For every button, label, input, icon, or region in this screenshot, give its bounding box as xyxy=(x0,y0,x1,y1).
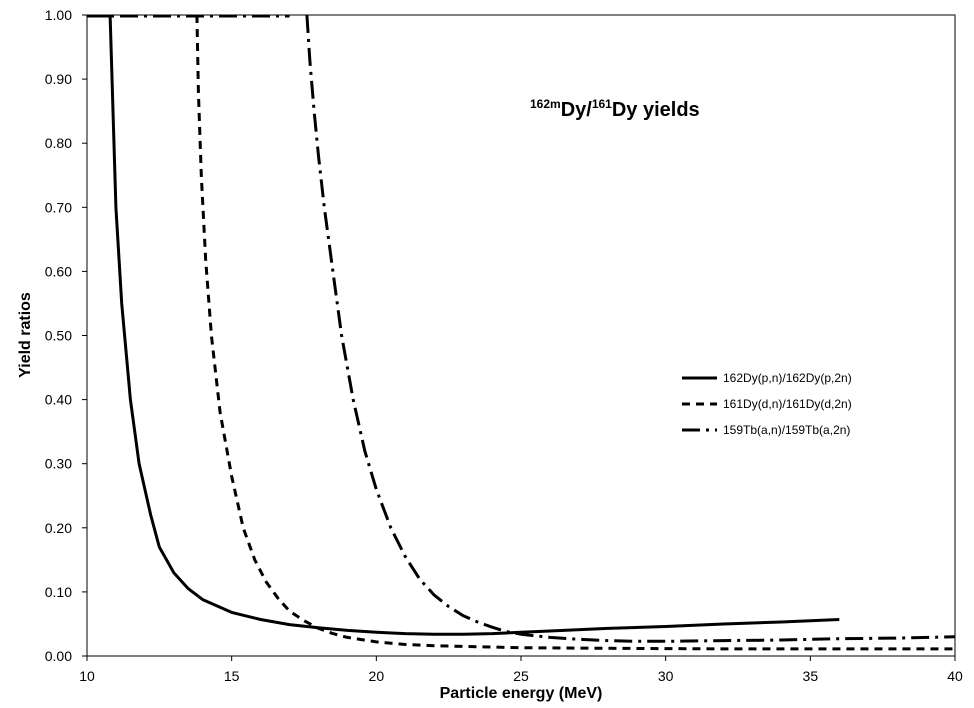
chart-title-sup-1: 162m xyxy=(530,97,561,111)
y-tick-label: 0.20 xyxy=(45,520,72,536)
legend-label-1: 162Dy(p,n)/162Dy(p,2n) xyxy=(723,371,852,385)
chart-title-text-2: Dy yields xyxy=(612,99,700,121)
y-axis-ticks: 0.00 0.10 0.20 0.30 0.40 0.50 0.60 0.70 0.80 0.90… xyxy=(45,7,87,664)
x-tick-label: 20 xyxy=(369,668,385,684)
x-tick-label: 10 xyxy=(79,668,95,684)
chart-title-sup-2: 161 xyxy=(592,97,612,111)
y-tick-label: 0.40 xyxy=(45,392,72,408)
x-tick-label: 35 xyxy=(803,668,819,684)
series-line-1 xyxy=(108,14,840,636)
legend-label-3: 159Tb(a,n)/159Tb(a,2n) xyxy=(723,423,850,437)
x-axis-title: Particle energy (MeV) xyxy=(440,685,603,702)
x-tick-label: 25 xyxy=(513,668,529,684)
y-tick-label: 0.90 xyxy=(45,71,72,87)
x-tick-label: 40 xyxy=(947,668,963,684)
x-axis-ticks: 10 15 20 25 30 35 40 xyxy=(79,656,963,684)
y-tick-label: 1.00 xyxy=(45,7,72,23)
series-line-3 xyxy=(305,14,956,643)
plot-frame xyxy=(86,14,956,657)
x-tick-label: 30 xyxy=(658,668,674,684)
y-tick-label: 0.10 xyxy=(45,584,72,600)
y-tick-label: 0.60 xyxy=(45,263,72,279)
legend: 162Dy(p,n)/162Dy(p,2n) 161Dy(d,n)/161Dy(d… xyxy=(682,371,852,437)
y-axis-title: Yield ratios xyxy=(17,292,34,378)
y-tick-label: 0.50 xyxy=(45,328,72,344)
chart-title-text-1: Dy/ xyxy=(561,99,593,121)
y-tick-label: 0.70 xyxy=(45,199,72,215)
plot-area xyxy=(86,14,956,657)
chart-title: 162mDy/161Dy yields xyxy=(530,97,700,121)
x-tick-label: 15 xyxy=(224,668,240,684)
y-tick-label: 0.80 xyxy=(45,135,72,151)
legend-label-2: 161Dy(d,n)/161Dy(d,2n) xyxy=(723,397,852,411)
y-tick-label: 0.30 xyxy=(45,456,72,472)
series-layer xyxy=(87,14,956,651)
y-tick-label: 0.00 xyxy=(45,648,72,664)
